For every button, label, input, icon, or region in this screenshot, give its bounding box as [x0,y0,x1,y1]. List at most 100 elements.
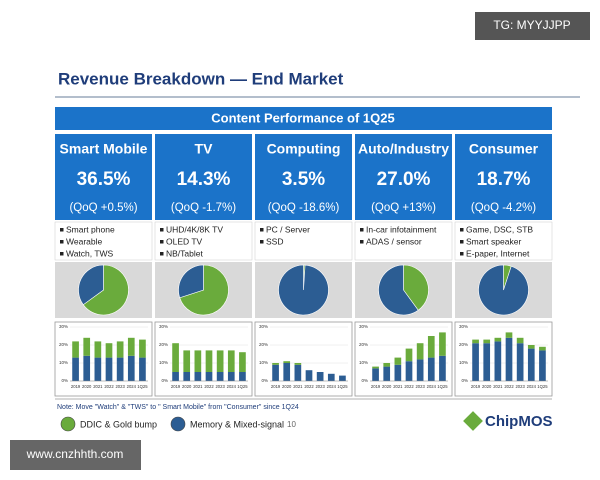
bar-segment [494,337,502,342]
x-tick-label: 2022 [304,384,314,389]
bullet-text: Game, DSC, STB [466,224,533,234]
y-tick-label: 10% [259,360,268,365]
x-tick-label: 1Q25 [537,384,548,389]
pie-slice [78,264,104,306]
bar-segment [194,372,202,381]
pie-slice [179,264,229,316]
x-tick-label: 2021 [493,384,503,389]
legend-swatch [60,416,76,432]
bar-segment [183,372,191,381]
y-tick-label: 20% [459,342,468,347]
bar-segment [416,359,424,381]
segment-name: TV [195,141,214,157]
logo-icon [463,411,483,431]
watermark-bottom: www.cnzhhth.com [26,447,124,461]
bar-segment [494,341,502,381]
bar-segment [394,357,402,365]
y-tick-label: 10% [59,360,68,365]
x-tick-label: 2022 [504,384,514,389]
x-tick-label: 2023 [215,384,225,389]
bar-panel [154,321,253,397]
y-tick-label: 30% [359,324,368,329]
bar-segment [94,341,102,358]
x-tick-label: 2024 [427,384,437,389]
y-tick-label: 30% [159,324,168,329]
x-tick-label: 1Q25 [437,384,448,389]
bar-segment [272,363,279,365]
bar-segment [227,372,235,381]
legend-label: Memory & Mixed-signal [190,419,284,429]
segment-name: Consumer [469,141,539,157]
segment-name: Computing [267,141,341,157]
bullet-text: UHD/4K/8K TV [166,224,223,234]
bar-segment [205,372,213,381]
bar-segment [139,339,146,358]
x-tick-label: 2024 [327,384,337,389]
bar-panel [54,321,153,397]
bullet-mark [260,228,264,232]
y-tick-label: 30% [459,324,468,329]
bar-segment [305,370,313,381]
bar-segment [416,343,424,360]
bar-segment [327,373,335,381]
x-tick-label: 2020 [282,384,292,389]
bar-segment [505,332,513,338]
x-tick-label: 2023 [315,384,325,389]
x-tick-label: 2021 [93,384,103,389]
bar-panel [454,321,553,397]
bullet-mark [460,252,464,256]
bullet-mark [460,240,464,244]
bullet-text: SSD [266,236,283,246]
segment-qoq: (QoQ +13%) [371,202,436,214]
pie-slice [278,264,329,316]
y-tick-label: 0% [161,378,168,383]
bar-segment [516,337,524,344]
x-tick-label: 2019 [471,384,481,389]
bar-segment [383,366,391,381]
segment-share: 3.5% [282,169,325,190]
bar-segment [83,337,91,356]
bullet-text: In-car infotainment [366,224,437,234]
y-tick-label: 20% [59,342,68,347]
y-tick-label: 10% [359,360,368,365]
x-tick-label: 2022 [104,384,114,389]
bullet-box [54,221,153,261]
watermark-top: TG: MYYJJPP [493,18,570,32]
pie-slice [378,264,419,316]
bar-segment [539,350,546,381]
x-tick-label: 2021 [193,384,203,389]
bar-segment [483,343,491,381]
x-tick-label: 2020 [82,384,92,389]
segment-name: Smart Mobile [60,141,148,157]
pie-slice [478,264,529,316]
bullet-mark [160,228,164,232]
bar-segment [483,339,491,344]
legend-label: DDIC & Gold bump [80,419,157,429]
bullet-box [454,221,553,261]
pie-slice [178,264,204,299]
page-number: 10 [287,420,296,429]
bullet-mark [260,240,264,244]
bullet-text: Smart phone [66,224,115,234]
bar-segment [339,375,346,381]
y-tick-label: 10% [459,360,468,365]
bullet-mark [60,240,64,244]
bar-segment [439,355,446,381]
bullet-mark [360,240,364,244]
x-tick-label: 1Q25 [237,384,248,389]
y-tick-label: 0% [461,378,468,383]
y-tick-label: 10% [159,360,168,365]
bar-segment [316,372,324,381]
bar-segment [127,337,135,356]
segment-qoq: (QoQ +0.5%) [69,202,137,214]
logo-text: ChipMOS [485,413,553,430]
bar-segment [205,350,213,372]
segment-box [355,134,452,220]
bar-segment [439,332,446,356]
bullet-text: Smart speaker [466,236,521,246]
bar-segment [427,336,435,358]
bar-segment [239,352,246,372]
x-tick-label: 2022 [204,384,214,389]
y-tick-label: 20% [359,342,368,347]
